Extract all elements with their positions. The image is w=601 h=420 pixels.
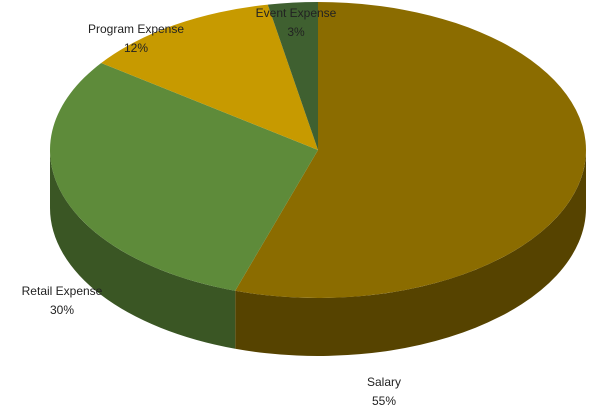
- slice-label: Event Expense: [256, 6, 337, 20]
- slice-label: Retail Expense: [22, 284, 103, 298]
- slice-label: Salary: [367, 375, 401, 389]
- pie-slice: [267, 2, 318, 150]
- pie-slice: [235, 2, 586, 299]
- pie-slice: [101, 4, 319, 150]
- slice-value-label: 30%: [50, 303, 74, 317]
- pie-side: [235, 150, 586, 356]
- pie-slice: [49, 63, 318, 291]
- slice-value-label: 12%: [124, 41, 148, 55]
- slice-value-label: 3%: [287, 25, 305, 39]
- slice-value-label: 55%: [372, 394, 396, 408]
- slice-label: Program Expense: [88, 22, 184, 36]
- pie-side: [50, 150, 236, 349]
